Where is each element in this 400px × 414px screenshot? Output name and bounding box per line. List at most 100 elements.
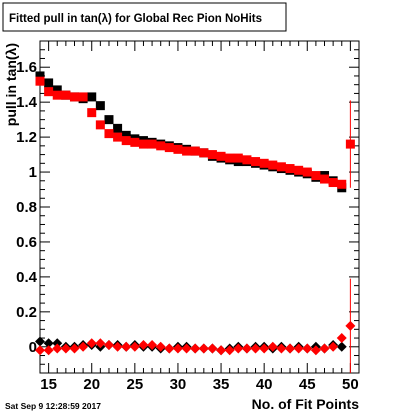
point-series-1 (302, 167, 312, 177)
point-series-3 (328, 341, 339, 352)
point-series-1 (78, 92, 88, 102)
point-series-1 (242, 155, 252, 165)
point-series-1 (311, 171, 321, 181)
point-series-3 (259, 343, 270, 354)
point-series-3 (164, 343, 175, 354)
y-tick-label: 0.8 (16, 199, 37, 216)
point-series-1 (251, 157, 261, 167)
point-series-0 (44, 78, 54, 88)
y-tick-label: 0.2 (16, 304, 37, 321)
point-series-3 (345, 320, 356, 331)
y-tick-label: 0.6 (16, 234, 37, 251)
point-series-1 (130, 137, 140, 147)
point-series-1 (345, 139, 355, 149)
y-tick-label: 0.4 (16, 269, 38, 286)
point-series-3 (60, 343, 71, 354)
chart-title: Fitted pull in tan(λ) for Global Rec Pio… (9, 13, 262, 25)
point-series-1 (233, 153, 243, 163)
x-tick-label: 20 (83, 376, 100, 393)
point-series-3 (293, 343, 304, 354)
point-series-3 (302, 343, 313, 354)
point-series-1 (61, 90, 71, 100)
point-series-3 (43, 345, 54, 356)
title-box (2, 2, 287, 32)
point-series-3 (285, 343, 296, 354)
point-series-0 (113, 123, 123, 133)
data-points (35, 71, 356, 356)
point-series-1 (276, 162, 286, 172)
x-tick-label: 35 (213, 376, 230, 393)
point-series-1 (44, 87, 54, 97)
point-series-0 (87, 92, 97, 102)
timestamp: Sat Sep 9 12:28:59 2017 (5, 401, 101, 411)
point-series-1 (216, 151, 226, 161)
point-series-3 (250, 343, 261, 354)
point-series-2 (52, 338, 63, 349)
point-series-3 (224, 345, 235, 356)
x-tick-label: 50 (342, 376, 359, 393)
point-series-3 (276, 343, 287, 354)
point-series-3 (86, 338, 97, 349)
point-series-3 (172, 343, 183, 354)
point-series-3 (190, 343, 201, 354)
point-series-3 (198, 343, 209, 354)
point-series-1 (121, 136, 131, 146)
point-series-2 (336, 341, 347, 352)
x-tick-label: 30 (170, 376, 187, 393)
point-series-1 (182, 146, 192, 156)
point-series-1 (285, 164, 295, 174)
point-series-1 (199, 148, 209, 158)
x-tick-label: 15 (40, 376, 57, 393)
x-axis-title: No. of Fit Points (252, 396, 360, 412)
point-series-0 (104, 115, 114, 125)
point-series-1 (147, 139, 157, 149)
axis-ticks (39, 40, 360, 374)
x-tick-label: 45 (299, 376, 316, 393)
point-series-1 (207, 150, 217, 160)
point-series-0 (95, 101, 105, 111)
point-series-3 (181, 343, 192, 354)
y-tick-label: 1.4 (16, 94, 38, 111)
point-series-3 (155, 341, 166, 352)
point-series-3 (267, 341, 278, 352)
point-series-3 (233, 343, 244, 354)
point-series-3 (52, 343, 63, 354)
point-series-1 (164, 143, 174, 153)
point-series-2 (43, 338, 54, 349)
point-series-3 (138, 340, 149, 351)
x-tick-label: 40 (256, 376, 273, 393)
y-tick-label: 1 (29, 164, 37, 181)
point-series-1 (268, 160, 278, 170)
point-series-3 (147, 340, 158, 351)
y-axis-title: pull in tan(λ) (3, 43, 19, 126)
point-series-3 (207, 343, 218, 354)
x-tick-label: 25 (126, 376, 143, 393)
point-series-0 (52, 85, 62, 95)
plot-frame (39, 40, 360, 374)
point-series-3 (121, 341, 132, 352)
y-tick-label: 0 (29, 339, 37, 356)
point-series-1 (52, 90, 62, 100)
point-series-1 (95, 120, 105, 130)
point-series-3 (336, 333, 347, 344)
point-series-1 (104, 129, 114, 139)
point-series-3 (129, 341, 140, 352)
point-series-3 (319, 343, 330, 354)
point-series-3 (216, 345, 227, 356)
point-series-1 (69, 92, 79, 102)
point-series-1 (173, 144, 183, 154)
point-series-1 (35, 76, 45, 86)
point-series-3 (112, 341, 123, 352)
point-series-1 (87, 108, 97, 118)
point-series-3 (310, 345, 321, 356)
point-series-1 (294, 165, 304, 175)
point-series-1 (113, 132, 123, 142)
point-series-2 (35, 336, 45, 347)
point-series-3 (103, 340, 114, 351)
y-tick-label: 1.2 (16, 129, 37, 146)
point-series-1 (138, 139, 148, 149)
point-series-1 (320, 174, 330, 184)
point-series-1 (156, 141, 166, 151)
